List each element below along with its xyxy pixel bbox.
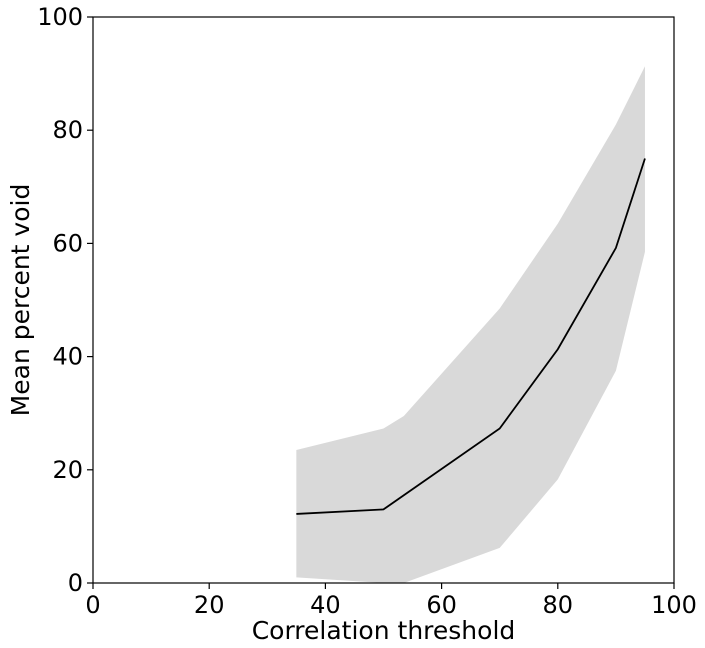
y-tick-label: 100 <box>37 3 83 31</box>
x-tick-label: 0 <box>85 591 100 619</box>
x-tick-label: 20 <box>194 591 225 619</box>
y-axis-title: Mean percent void <box>6 184 35 417</box>
x-tick-label: 80 <box>543 591 574 619</box>
x-axis-ticks: 0 20 40 60 80 100 <box>85 583 697 619</box>
x-tick-label: 40 <box>310 591 341 619</box>
y-tick-label: 60 <box>52 229 83 257</box>
y-tick-label: 0 <box>68 569 83 597</box>
x-tick-label: 60 <box>426 591 457 619</box>
plot-frame <box>92 16 675 584</box>
confidence-band-layer <box>296 66 645 583</box>
y-tick-label: 40 <box>52 343 83 371</box>
confidence-band <box>296 66 645 583</box>
series-line-layer <box>296 158 646 515</box>
y-tick-label: 80 <box>52 116 83 144</box>
x-axis-title: Correlation threshold <box>252 616 516 645</box>
y-axis-ticks: 0 20 40 60 80 100 <box>37 3 93 597</box>
y-tick-label: 20 <box>52 456 83 484</box>
series-line-0 <box>296 158 646 515</box>
x-tick-label: 100 <box>651 591 697 619</box>
